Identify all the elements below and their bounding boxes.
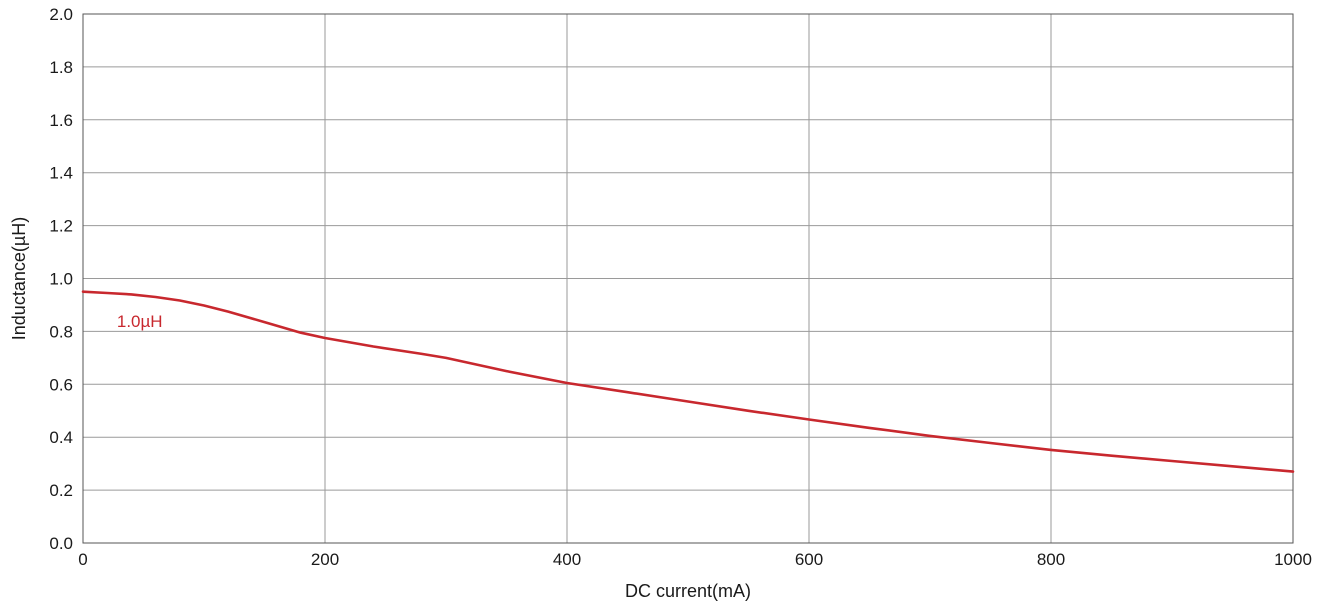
x-axis-ticks: 0 200 400 600 800 1000 (78, 550, 1312, 569)
y-tick-label: 0.8 (49, 322, 73, 341)
x-tick-label: 600 (795, 550, 823, 569)
plot-area (82, 13, 1294, 544)
x-tick-label: 800 (1037, 550, 1065, 569)
y-tick-label: 1.6 (49, 111, 73, 130)
x-tick-label: 0 (78, 550, 87, 569)
x-tick-label: 400 (553, 550, 581, 569)
series-line (81, 290, 1295, 473)
x-axis-label: DC current(mA) (625, 581, 751, 601)
y-tick-label: 1.0 (49, 270, 73, 289)
y-tick-label: 0.0 (49, 534, 73, 553)
y-tick-label: 2.0 (49, 5, 73, 24)
y-tick-label: 0.4 (49, 428, 73, 447)
y-tick-label: 1.8 (49, 58, 73, 77)
x-tick-label: 1000 (1274, 550, 1312, 569)
series-layer (81, 290, 1295, 473)
grid (83, 14, 1293, 543)
x-tick-label: 200 (311, 550, 339, 569)
y-tick-label: 1.4 (49, 164, 73, 183)
y-tick-label: 0.6 (49, 375, 73, 394)
series-annotation: 1.0µH (117, 312, 163, 331)
y-axis-ticks: 0.0 0.2 0.4 0.6 0.8 1.0 1.2 1.4 1.6 1.8 2.0 (49, 5, 73, 553)
annotations: 1.0µH (117, 312, 163, 331)
y-tick-label: 1.2 (49, 217, 73, 236)
y-tick-label: 0.2 (49, 481, 73, 500)
y-axis-label: Inductance(µH) (9, 217, 29, 340)
